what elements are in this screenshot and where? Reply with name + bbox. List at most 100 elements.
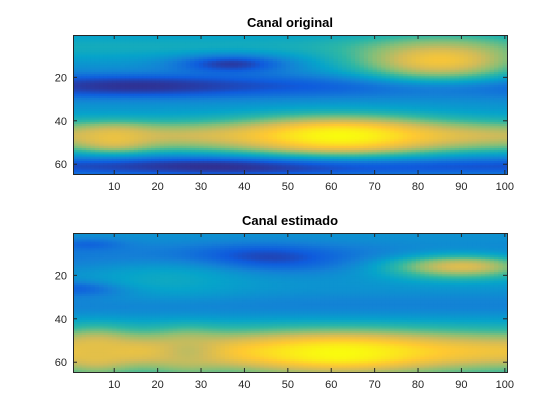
- heatmap-cell: [333, 108, 339, 112]
- heatmap-cell: [194, 52, 200, 56]
- heatmap-cell: [263, 126, 269, 129]
- heatmap-cell: [281, 108, 287, 112]
- heatmap-cell: [272, 67, 278, 71]
- heatmap-cell: [498, 106, 504, 110]
- heatmap-cell: [86, 76, 91, 80]
- heatmap-cell: [407, 124, 413, 127]
- heatmap-cell: [103, 39, 109, 43]
- heatmap-cell: [454, 52, 460, 56]
- heatmap-cell: [316, 117, 321, 121]
- heatmap-cell: [472, 89, 478, 93]
- heatmap-cell: [129, 132, 135, 136]
- heatmap-cell: [281, 124, 287, 127]
- heatmap-cell: [402, 78, 408, 82]
- heatmap-cell: [359, 78, 365, 82]
- heatmap-cell: [120, 89, 126, 93]
- heatmap-cell: [333, 139, 339, 143]
- heatmap-cell: [220, 41, 226, 45]
- heatmap-cell: [259, 97, 265, 101]
- heatmap-cell: [372, 93, 378, 97]
- heatmap-cell: [194, 58, 200, 62]
- heatmap-cell: [316, 115, 321, 119]
- heatmap-cell: [224, 48, 230, 51]
- heatmap-cell: [303, 63, 308, 66]
- heatmap-cell: [211, 91, 217, 95]
- heatmap-cell: [303, 50, 308, 53]
- heatmap-cell: [138, 39, 144, 43]
- heatmap-cell: [363, 76, 369, 80]
- heatmap-cell: [498, 95, 504, 99]
- heatmap-cell: [463, 102, 469, 106]
- heatmap-cell: [303, 87, 308, 90]
- heatmap-cell: [146, 124, 152, 127]
- heatmap-cell: [107, 54, 113, 58]
- heatmap-cell: [164, 45, 170, 49]
- heatmap-cell: [81, 113, 87, 116]
- heatmap-cell: [216, 52, 222, 56]
- heatmap-cell: [107, 87, 113, 90]
- heatmap-cell: [155, 71, 161, 75]
- heatmap-cell: [498, 74, 504, 77]
- heatmap-cell: [133, 82, 139, 86]
- heatmap-cell: [428, 63, 434, 66]
- heatmap-cell: [168, 65, 174, 69]
- heatmap-cell: [155, 54, 161, 58]
- heatmap-cell: [138, 45, 144, 49]
- heatmap-cell: [441, 58, 447, 62]
- heatmap-cell: [424, 119, 430, 123]
- heatmap-cell: [437, 71, 443, 75]
- heatmap-cell: [320, 50, 326, 53]
- heatmap-cell: [467, 82, 473, 86]
- heatmap-cell: [489, 84, 495, 88]
- heatmap-cell: [151, 93, 157, 97]
- heatmap-cell: [116, 39, 122, 43]
- heatmap-cell: [181, 100, 187, 103]
- heatmap-cell: [81, 43, 87, 47]
- heatmap-cell: [372, 134, 378, 138]
- heatmap-cell: [94, 63, 100, 66]
- heatmap-cell: [385, 119, 391, 123]
- heatmap-cell: [355, 82, 361, 86]
- heatmap-cell: [81, 102, 87, 106]
- heatmap-cell: [281, 56, 287, 60]
- heatmap-cell: [385, 71, 391, 75]
- heatmap-cell: [233, 89, 239, 93]
- heatmap-cell: [381, 100, 387, 103]
- heatmap-cell: [498, 67, 504, 71]
- heatmap-cell: [433, 108, 439, 112]
- heatmap-cell: [394, 95, 400, 99]
- heatmap-cell: [168, 78, 174, 82]
- heatmap-cell: [168, 111, 174, 114]
- heatmap-cell: [446, 102, 452, 106]
- heatmap-cell: [250, 119, 256, 123]
- heatmap-cell: [237, 63, 243, 66]
- heatmap-cell: [476, 115, 482, 119]
- heatmap-cell: [355, 115, 361, 119]
- heatmap-cell: [159, 128, 165, 132]
- heatmap-cell: [216, 128, 222, 132]
- heatmap-cell: [281, 119, 287, 123]
- heatmap-cell: [415, 63, 421, 66]
- heatmap-cell: [138, 37, 144, 40]
- heatmap-cell: [120, 132, 126, 136]
- heatmap-cell: [355, 78, 361, 82]
- heatmap-cell: [211, 95, 217, 99]
- heatmap-cell: [290, 124, 295, 127]
- heatmap-cell: [116, 87, 122, 90]
- heatmap-cell: [441, 74, 447, 77]
- heatmap-cell: [485, 97, 491, 101]
- heatmap-cell: [203, 130, 209, 134]
- heatmap-cell: [168, 130, 174, 134]
- heatmap-cell: [185, 50, 191, 53]
- heatmap-cell: [454, 61, 460, 64]
- heatmap-cell: [103, 52, 109, 56]
- heatmap-cell: [433, 54, 439, 58]
- heatmap-cell: [454, 124, 460, 127]
- heatmap-cell: [303, 121, 308, 125]
- heatmap-cell: [298, 58, 304, 62]
- heatmap-cell: [216, 97, 222, 101]
- heatmap-cell: [77, 71, 83, 75]
- heatmap-cell: [276, 117, 282, 121]
- heatmap-cell: [237, 35, 243, 38]
- heatmap-cell: [159, 95, 165, 99]
